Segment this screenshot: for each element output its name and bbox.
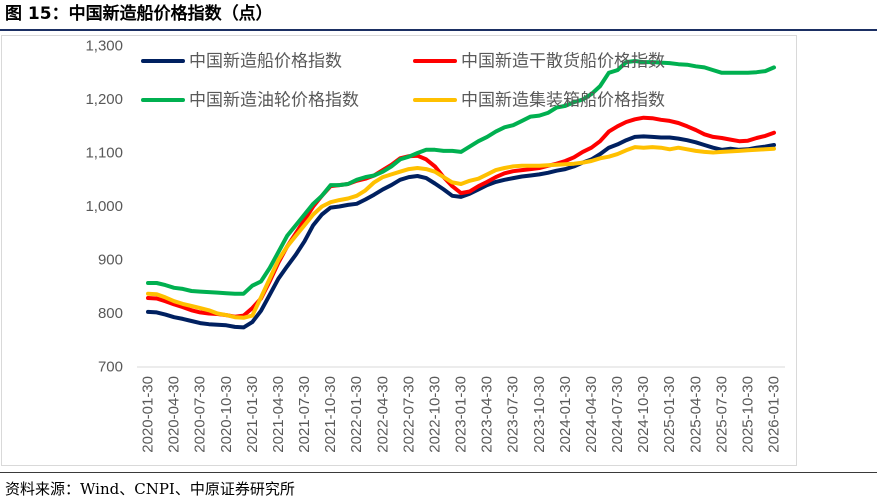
legend: 中国新造船价格指数 中国新造干散货船价格指数 中国新造油轮价格指数 中国新造集装… [141,52,665,110]
legend-item-containership-price-index: 中国新造集装箱船价格指数 [413,91,665,110]
y-tick-label: 800 [98,305,123,322]
legend-label: 中国新造干散货船价格指数 [461,52,665,71]
series-line-tanker-price-index [146,59,776,296]
x-tick-label: 2023-07-30 [505,376,522,453]
x-tick-label: 2023-10-30 [531,376,548,453]
source-divider [0,472,877,473]
y-tick-label: 700 [98,359,123,376]
x-tick-label: 2020-01-30 [140,376,157,453]
y-tick-label: 1,200 [85,91,123,108]
x-tick-label: 2020-04-30 [166,376,183,453]
x-tick-label: 2023-01-30 [453,376,470,453]
y-tick-label: 1,100 [85,145,123,162]
legend-label: 中国新造集装箱船价格指数 [461,91,665,110]
x-tick-label: 2022-01-30 [348,376,365,453]
x-tick-label: 2021-04-30 [270,376,287,453]
x-tick-label: 2020-10-30 [218,376,235,453]
legend-item-tanker-price-index: 中国新造油轮价格指数 [141,91,359,110]
legend-item-newbuilding-price-index: 中国新造船价格指数 [141,52,342,71]
x-tick-label: 2022-10-30 [426,376,443,453]
figure-title: 图 15：中国新造船价格指数（点） [5,4,273,24]
figure-source: 资料来源：Wind、CNPI、中原证券研究所 [5,480,295,498]
y-tick-label: 900 [98,252,123,269]
x-tick-label: 2025-07-30 [713,376,730,453]
x-tick-label: 2026-01-30 [766,376,783,453]
legend-label: 中国新造油轮价格指数 [189,91,359,110]
x-tick-label: 2021-07-30 [296,376,313,453]
legend-label: 中国新造船价格指数 [189,52,342,71]
x-tick-label: 2023-04-30 [479,376,496,453]
y-tick-label: 1,000 [85,198,123,215]
x-tick-label: 2025-10-30 [739,376,756,453]
x-tick-label: 2022-04-30 [374,376,391,453]
x-tick-label: 2021-01-30 [244,376,261,453]
title-divider [0,29,877,31]
x-axis: 2020-01-30 2020-04-30 2020-07-30 2020-10-30… [140,376,783,453]
series-line-bulk-carrier-price-index [146,115,776,319]
chart-area-border [1,35,797,466]
x-tick-label: 2024-10-30 [635,376,652,453]
series-line-newbuilding-price-index [146,134,776,330]
legend-item-bulk-carrier-price-index: 中国新造干散货船价格指数 [413,52,665,71]
x-tick-label: 2024-01-30 [557,376,574,453]
y-axis: 700 800 900 1,000 1,100 1,200 1,300 [85,38,123,376]
x-tick-label: 2021-10-30 [322,376,339,453]
plot-series [146,59,776,330]
x-tick-label: 2022-07-30 [400,376,417,453]
x-tick-label: 2020-07-30 [192,376,209,453]
x-tick-label: 2024-07-30 [609,376,626,453]
y-tick-label: 1,300 [85,38,123,55]
x-tick-label: 2025-01-30 [661,376,678,453]
x-tick-label: 2024-04-30 [583,376,600,453]
series-line-containership-price-index [146,145,776,320]
x-tick-label: 2025-04-30 [687,376,704,453]
